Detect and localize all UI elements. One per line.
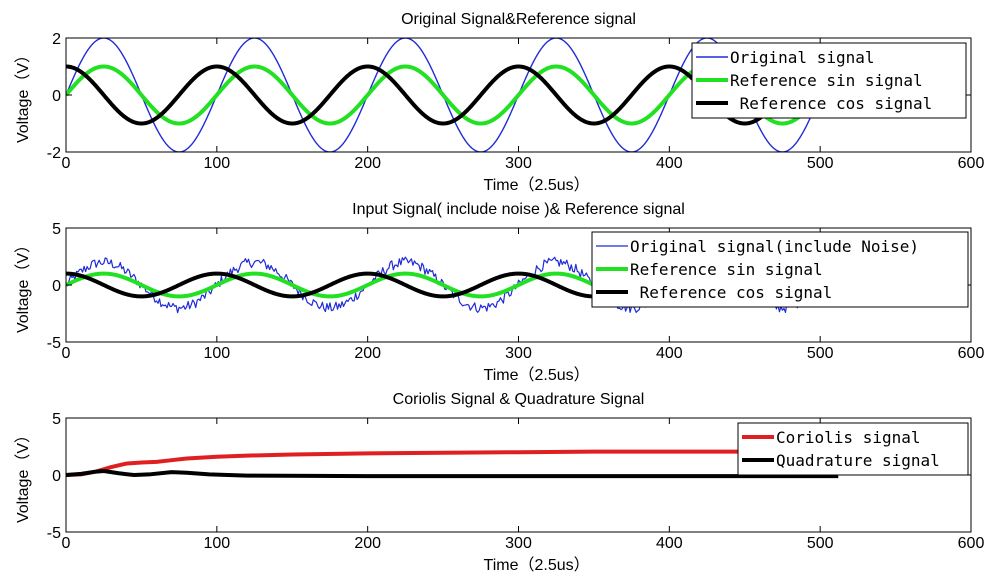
chart-title: Original Signal&Reference signal [401,11,636,28]
x-tick-label: 200 [354,155,381,172]
legend-box [737,422,969,476]
y-tick-label: 0 [52,278,61,295]
x-tick-label: 500 [807,155,834,172]
y-tick-label: -2 [47,145,61,162]
x-tick-label: 500 [807,535,834,552]
legend-label: Reference cos signal [730,94,932,113]
legend-label: Coriolis signal [776,428,921,447]
x-tick-label: 600 [958,345,985,362]
x-tick-label: 200 [354,345,381,362]
y-axis-label: Voltage（V） [14,237,32,333]
legend: Original signal Reference sin signal Refe… [691,42,967,119]
x-tick-label: 300 [505,345,532,362]
y-tick-label: 5 [52,221,61,238]
chart-title: Coriolis Signal & Quadrature Signal [393,391,645,408]
y-tick-label: -5 [47,335,61,352]
legend-label: Reference sin signal [730,71,923,90]
legend-box [591,231,969,308]
y-tick-label: 0 [52,468,61,485]
legend-label: Reference sin signal [630,260,823,279]
series-group [66,449,839,479]
y-tick-label: 0 [52,88,61,105]
x-tick-label: 0 [62,535,71,552]
legend: Coriolis signal Quadrature signal [737,422,969,476]
x-axis-label: Time（2.5us） [484,176,590,194]
series-line-2 [66,469,839,479]
chart-panel-1: Original Signal&Reference signal 0 100 200 3… [14,11,984,194]
x-tick-label: 0 [62,155,71,172]
legend-label: Reference cos signal [630,283,832,302]
x-tick-label: 200 [354,535,381,552]
y-tick-label: 5 [52,411,61,428]
y-tick-label: 2 [52,31,61,48]
x-axis-label: Time（2.5us） [484,366,590,384]
x-tick-label: 100 [203,155,230,172]
x-tick-label: 400 [656,345,683,362]
x-tick-label: 100 [203,535,230,552]
legend-label: Quadrature signal [776,451,940,470]
legend-label: Original signal(include Noise) [630,237,919,256]
x-tick-label: 600 [958,155,985,172]
y-tick-label: -5 [47,525,61,542]
chart-panel-2: Input Signal( include noise )& Reference… [14,201,984,384]
x-tick-label: 0 [62,345,71,362]
legend: Original signal(include Noise) Reference … [591,231,969,308]
x-tick-label: 500 [807,345,834,362]
x-tick-label: 600 [958,535,985,552]
x-tick-label: 300 [505,535,532,552]
x-tick-label: 300 [505,155,532,172]
y-axis-label: Voltage（V） [14,427,32,523]
series-line-1 [66,449,760,477]
chart-title: Input Signal( include noise )& Reference… [352,201,685,218]
x-axis-label: Time（2.5us） [484,556,590,574]
legend-box [691,42,967,119]
y-axis-label: Voltage（V） [14,47,32,143]
x-tick-label: 100 [203,345,230,362]
chart-panel-3: Coriolis Signal & Quadrature Signal 0 100 2… [14,391,984,574]
x-tick-label: 400 [656,155,683,172]
legend-label: Original signal [730,48,875,67]
x-tick-label: 400 [656,535,683,552]
